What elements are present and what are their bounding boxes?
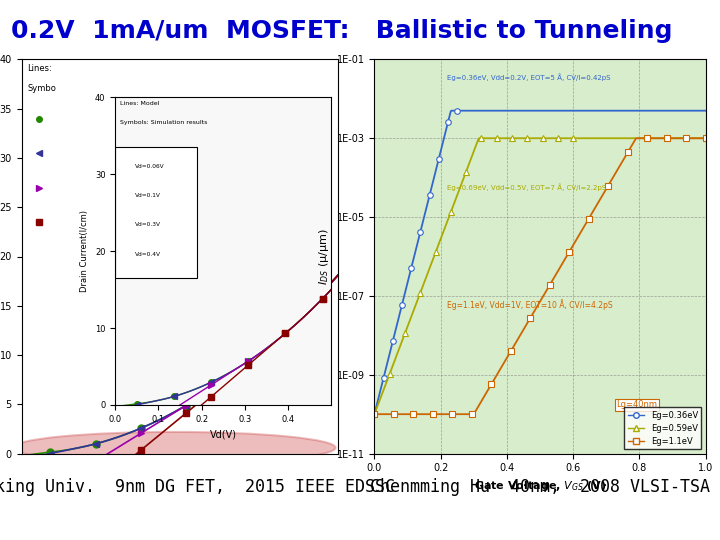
Text: Beiking Univ.  9nm DG FET,  2015 IEEE EDSSC: Beiking Univ. 9nm DG FET, 2015 IEEE EDSS… [0,478,395,496]
Text: Lines: Model: Lines: Model [120,101,159,106]
Text: Vd=0.06V: Vd=0.06V [135,164,164,169]
Text: Eg=0.69eV, Vdd=0.5V, EOT=7 Å, CV/I=2.2pS: Eg=0.69eV, Vdd=0.5V, EOT=7 Å, CV/I=2.2pS [447,183,606,191]
Text: Vd=0.4V: Vd=0.4V [135,252,161,256]
Text: Eg=0.36eV, Vdd=0.2V, EOT=5 Å, CV/I=0.42pS: Eg=0.36eV, Vdd=0.2V, EOT=5 Å, CV/I=0.42p… [447,73,611,81]
X-axis label: Gate Voltage, $V_{GS}$ (V): Gate Voltage, $V_{GS}$ (V) [474,479,606,493]
X-axis label: Vd(V): Vd(V) [210,429,237,439]
Text: 0.2V  1mA/um  MOSFET:   Ballistic to Tunneling: 0.2V 1mA/um MOSFET: Ballistic to Tunneli… [11,19,672,43]
Text: Chenmming Hu  40nm,  2008 VLSI-TSA: Chenmming Hu 40nm, 2008 VLSI-TSA [370,478,710,496]
Y-axis label: $I_{DS}$ (μ/μm): $I_{DS}$ (μ/μm) [317,228,331,285]
Text: Vd=0.1V: Vd=0.1V [135,193,161,198]
Text: Lines:: Lines: [27,64,52,73]
Ellipse shape [13,432,336,463]
Text: Symbo: Symbo [27,84,56,93]
FancyBboxPatch shape [115,147,197,278]
Legend: Eg=0.36eV, Eg=0.59eV, Eg=1.1eV: Eg=0.36eV, Eg=0.59eV, Eg=1.1eV [624,408,701,449]
Text: Lg=40nm: Lg=40nm [616,400,657,409]
Y-axis label: Drain Current(I/cm): Drain Current(I/cm) [81,210,89,292]
Text: Vd=0.3V: Vd=0.3V [135,222,161,227]
Text: Eg=1.1eV, Vdd=1V, EOT=10 Å, CV/I=4.2pS: Eg=1.1eV, Vdd=1V, EOT=10 Å, CV/I=4.2pS [447,299,613,310]
Text: Symbols: Simulation results: Symbols: Simulation results [120,120,207,125]
